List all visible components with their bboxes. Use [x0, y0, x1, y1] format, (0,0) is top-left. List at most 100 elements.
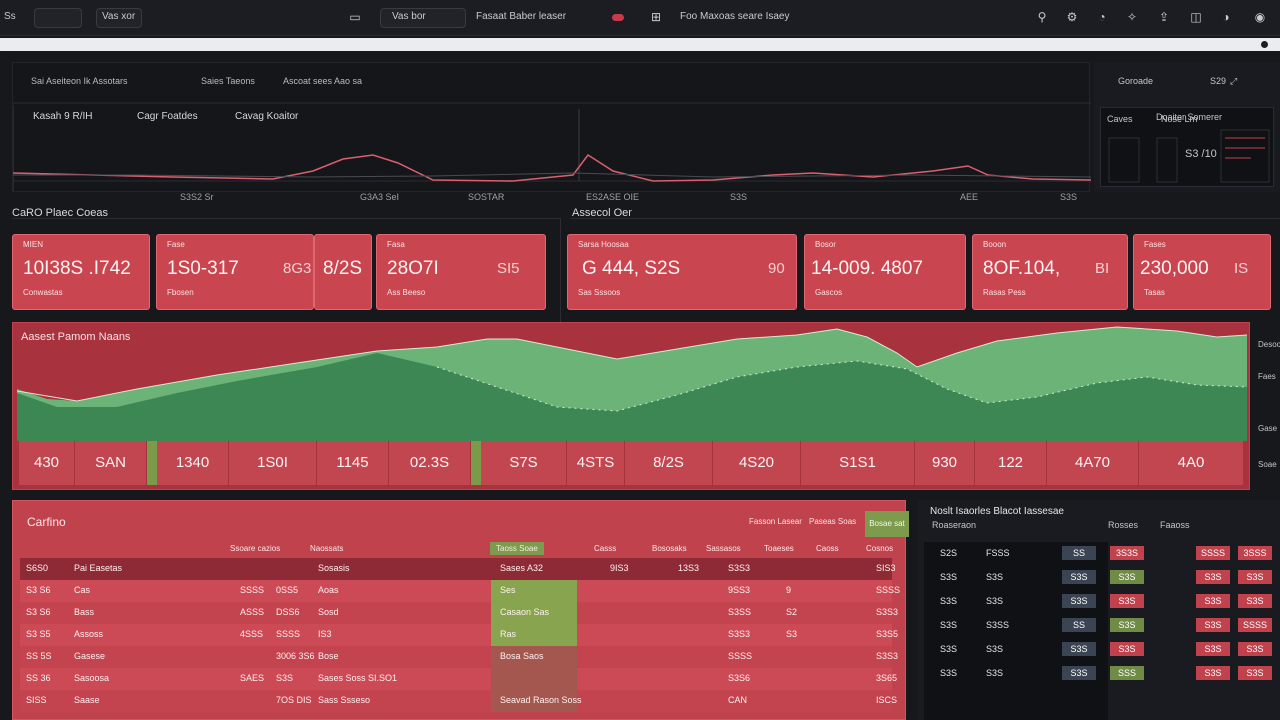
table-row[interactable]: SS 36 Sasoosa SAES S3S Sases Soss SI.SO1 S3S6… — [20, 668, 897, 690]
kpi-card-7[interactable]: Booon 8OF.104, BI Rasas Pess — [972, 234, 1128, 310]
right-table-cell[interactable]: 3S3S — [1110, 546, 1144, 560]
table-cell: S3 S5 — [26, 629, 51, 639]
kpi-card-4[interactable]: Fasa 28O7I SI5 Ass Beeso — [376, 234, 546, 310]
table-cell: Bass — [74, 607, 95, 617]
right-table-cell[interactable]: SSSS — [1238, 618, 1272, 632]
tab-1[interactable] — [34, 8, 82, 28]
grid-icon[interactable]: ⊞ — [650, 10, 662, 24]
strip-value[interactable]: 430 — [19, 441, 75, 485]
value-strip: 430 SAN 1340 1S0I 1145 02.3S S7S 4STS 8/… — [19, 441, 1243, 485]
table-row[interactable]: SISS Saase 7OS DIS Sass Ssseso Seavad Rason … — [20, 690, 897, 712]
kpi-value: 230,000 — [1140, 258, 1209, 279]
kpi-card-8[interactable]: Fases 230,000 IS Tasas — [1133, 234, 1271, 310]
right-table-cell[interactable]: 3SSS — [1238, 546, 1272, 560]
table-row[interactable]: S3 S6 Cas SSSS 0SS5 Aoas Ses 9SS3 9 SSSS — [20, 580, 900, 602]
legend-3[interactable]: Cavag Koaitor — [235, 111, 299, 122]
user-icon[interactable]: ⚲ — [1037, 10, 1047, 24]
tab-2[interactable] — [96, 8, 142, 28]
menu-dot-icon[interactable] — [1261, 41, 1268, 48]
strip-value[interactable]: S7S — [481, 441, 567, 485]
column-header[interactable]: Cosnos — [866, 544, 894, 553]
table-button-1[interactable]: Fasson Lasear — [749, 517, 802, 526]
column-header[interactable]: Bososaks — [652, 544, 687, 553]
right-table-cell[interactable]: S3S — [1062, 570, 1096, 584]
legend-1[interactable]: Kasah 9 R/IH — [33, 111, 93, 122]
nav-link-2[interactable]: Foo Maxoas seare Isaey — [680, 11, 790, 22]
right-table-cell[interactable]: S3S — [1110, 642, 1144, 656]
strip-value[interactable]: 4A70 — [1047, 441, 1139, 485]
kpi-card-5[interactable]: Sarsa Hoosaa G 444, S2S 90 Sas Sssoos — [567, 234, 797, 310]
strip-value[interactable]: 4STS — [567, 441, 625, 485]
right-table-cell[interactable]: SSSS — [1196, 546, 1230, 560]
right-table-cell[interactable]: S3S — [1196, 594, 1230, 608]
right-table-cell[interactable]: S3S — [1238, 594, 1272, 608]
right-table-cell[interactable]: S3S — [1062, 594, 1096, 608]
table-row[interactable]: S3 S5 Assoss 4SSS SSSS IS3 Ras S3S3 S3 S3S5 — [20, 624, 898, 646]
kpi-card-2[interactable]: Fase 1S0-317 8G3 Fbosen — [156, 234, 314, 310]
strip-value[interactable]: 8/2S — [625, 441, 713, 485]
area-chart-title: Aasest Pamom Naans — [21, 331, 131, 343]
column-header-active[interactable]: Taoss Soae — [490, 542, 544, 555]
strip-value[interactable]: 4S20 — [713, 441, 801, 485]
table-cell: SIS3 — [876, 563, 896, 573]
strip-value[interactable]: 122 — [975, 441, 1047, 485]
star-icon[interactable]: ✧ — [1126, 10, 1138, 24]
right-table-cell[interactable]: S3S — [1062, 642, 1096, 656]
right-table-cell[interactable]: S3S — [1110, 594, 1144, 608]
right-table-cell[interactable]: S3S — [1196, 570, 1230, 584]
right-table-cell[interactable]: S3S — [1110, 618, 1144, 632]
strip-value[interactable]: 02.3S — [389, 441, 471, 485]
column-header[interactable]: Sassasos — [706, 544, 741, 553]
kpi-suffix: BI — [1095, 260, 1110, 277]
address-bar[interactable] — [0, 38, 1280, 51]
right-table-cell[interactable]: S3S — [1238, 570, 1272, 584]
right-table-cell[interactable]: S3S — [1196, 666, 1230, 680]
trend-tick-5: S3S — [730, 192, 748, 202]
column-header[interactable]: Toaeses — [764, 544, 794, 553]
right-table-cell[interactable]: S3S — [1062, 666, 1096, 680]
bell-icon[interactable]: ◔ — [1098, 10, 1106, 24]
table-button-2[interactable]: Paseas Soas — [809, 517, 857, 526]
kpi-card-1[interactable]: MIEN 10I38S .I742 Conwastas — [12, 234, 150, 310]
table-action-button[interactable]: Bosae sat — [865, 511, 909, 537]
bookmark-icon[interactable]: ◫ — [1190, 10, 1202, 24]
right-table-cell[interactable]: SSS — [1110, 666, 1144, 680]
kpi-card-3[interactable]: 8/2S — [314, 234, 372, 310]
table-row[interactable]: S3 S6 Bass ASSS DSS6 Sosd Casaon Sas S3SS S2 S3S… — [20, 602, 898, 624]
right-table-cell[interactable]: S3S — [1196, 618, 1230, 632]
strip-value[interactable]: SAN — [75, 441, 147, 485]
right-table-cell[interactable]: S3S — [1196, 642, 1230, 656]
monitor-icon[interactable]: ▭ — [349, 10, 361, 24]
help-icon[interactable]: ◑ — [1222, 10, 1230, 24]
tab-2-label: Vas xor — [102, 11, 136, 22]
strip-value[interactable]: 930 — [915, 441, 975, 485]
nav-link[interactable]: Fasaat Baber leaser — [476, 11, 567, 22]
expand-icon[interactable]: ⤢ — [1230, 76, 1238, 86]
strip-value[interactable]: 1S0I — [229, 441, 317, 485]
area-chart — [17, 326, 1248, 441]
right-table-cell[interactable]: S3S — [1238, 642, 1272, 656]
profile-icon[interactable]: ◉ — [1254, 10, 1266, 24]
legend-2[interactable]: Cagr Foatdes — [137, 111, 198, 122]
strip-value[interactable]: 1340 — [157, 441, 229, 485]
kpi-footer: Rasas Pess — [983, 288, 1026, 297]
kpi-footer: Gascos — [815, 288, 843, 297]
right-table-cell[interactable]: S3S — [1238, 666, 1272, 680]
right-table-cell[interactable]: SS — [1062, 546, 1096, 560]
table-row[interactable]: S6S0 Pai Easetas Sosasis Sases A32 9IS3 13S3 S… — [20, 558, 896, 580]
strip-value[interactable]: 1145 — [317, 441, 389, 485]
column-header[interactable]: Casss — [594, 544, 617, 553]
column-header[interactable]: Ssoare cazios — [230, 544, 281, 553]
column-header[interactable]: Naossats — [310, 544, 344, 553]
trend-tick-4: ES2ASE OIE — [586, 192, 640, 202]
strip-value[interactable]: 4A0 — [1177, 454, 1205, 471]
strip-value[interactable]: S1S1 — [801, 441, 915, 485]
settings-icon[interactable]: ⚙ — [1066, 10, 1078, 24]
table-row[interactable]: SS 5S Gasese 3006 3S6 Bose Bosa Saos SSSS S3S3 — [20, 646, 898, 668]
right-table-cell[interactable]: SS — [1062, 618, 1096, 632]
column-header[interactable]: Caoss — [816, 544, 839, 553]
search-input[interactable] — [380, 8, 466, 28]
right-table-cell[interactable]: S3S — [1110, 570, 1144, 584]
kpi-card-6[interactable]: Bosor 14-009. 4807 Gascos — [804, 234, 966, 310]
share-icon[interactable]: ⇪ — [1158, 10, 1170, 24]
